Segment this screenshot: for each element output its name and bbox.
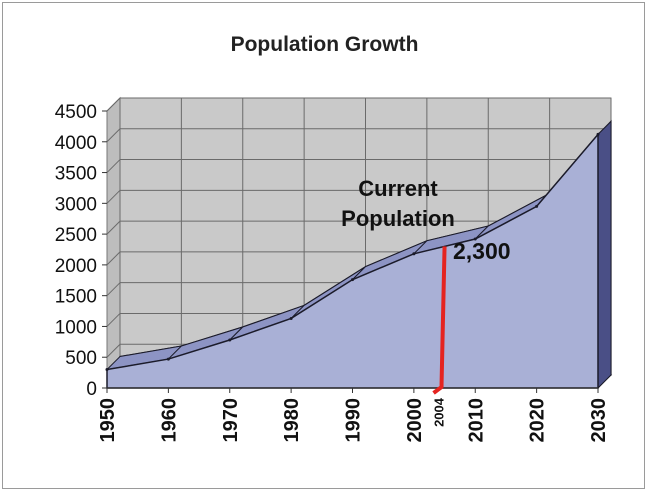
data-point [535,204,539,208]
y-tick-label: 3000 [55,194,97,215]
x-tick-label: 1970 [220,398,242,443]
x-tick-label: 1960 [158,398,180,443]
data-point [596,132,600,136]
gridline-side [106,251,121,266]
data-point [166,357,170,361]
gridline-side [106,97,121,112]
x-tick-label: 1950 [97,398,119,443]
side-wall [106,96,121,390]
data-point [228,338,232,342]
x-tick-label: 2020 [527,398,549,443]
y-tick-label: 4500 [55,102,97,123]
y-tick-label: 500 [65,348,97,369]
x-tick-label: 1990 [343,398,365,443]
chart-title: Population Growth [230,33,419,56]
annotation-current: Current [358,176,438,201]
y-tick-label: 0 [86,379,97,400]
x-tick-label: 2030 [588,398,610,443]
y-tick-label: 4000 [55,133,97,154]
gridline-side [106,313,121,327]
gridline-side [106,220,121,235]
area-side-face [597,120,612,390]
gridline-side [106,343,121,358]
current-marker-line [432,246,447,395]
x-tick-label: 2000 [404,398,426,443]
x-tick-label: 1980 [281,398,303,443]
data-point [289,316,293,320]
gridline-side [106,189,121,204]
gridline-side [106,128,121,143]
data-point [473,237,477,241]
x-tick-label: 2010 [465,398,487,443]
data-point [412,252,416,256]
data-point [351,278,354,282]
y-tick-label: 2500 [55,225,97,246]
annotation-population: Population [341,206,455,231]
y-tick-label: 3500 [55,164,97,185]
x-tick-label-2004: 2004 [431,397,446,427]
gridline-side [106,159,121,173]
y-tick-label: 1500 [55,287,97,308]
y-tick-label: 2000 [55,256,97,277]
area-series [106,132,599,389]
data-point [105,368,109,372]
annotation-value: 2,300 [453,238,511,264]
y-tick-label: 1000 [55,317,97,338]
gridline-side [106,282,121,297]
